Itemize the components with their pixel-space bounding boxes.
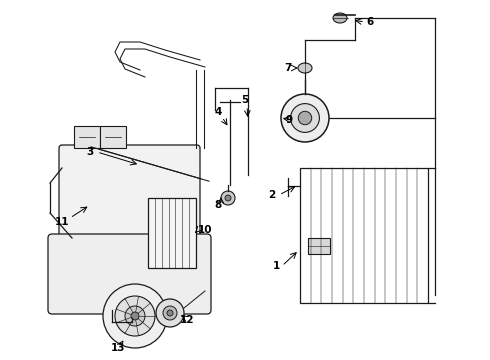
Bar	[148, 198, 196, 268]
Bar	[300, 168, 428, 303]
Text: 3: 3	[86, 147, 94, 157]
Bar	[308, 238, 330, 254]
Text: 7: 7	[284, 63, 292, 73]
Text: 11: 11	[55, 217, 69, 227]
Text: 2: 2	[269, 190, 275, 200]
Circle shape	[125, 306, 145, 326]
Circle shape	[221, 191, 235, 205]
Text: 9: 9	[286, 115, 293, 125]
Text: 6: 6	[367, 17, 374, 27]
Ellipse shape	[333, 13, 347, 23]
Text: 13: 13	[111, 343, 125, 353]
Text: 4: 4	[214, 107, 221, 117]
Bar	[74, 126, 100, 148]
Circle shape	[225, 195, 231, 201]
Text: 12: 12	[180, 315, 194, 325]
Circle shape	[103, 284, 167, 348]
Circle shape	[298, 111, 312, 125]
Text: 1: 1	[272, 261, 280, 271]
Circle shape	[281, 94, 329, 142]
Circle shape	[115, 296, 155, 336]
FancyBboxPatch shape	[59, 145, 200, 241]
Bar	[100, 126, 126, 148]
Text: 10: 10	[198, 225, 212, 235]
Ellipse shape	[298, 63, 312, 73]
Text: 5: 5	[242, 95, 248, 105]
Circle shape	[163, 306, 177, 320]
Circle shape	[131, 312, 139, 320]
Circle shape	[156, 299, 184, 327]
Circle shape	[291, 104, 319, 132]
FancyBboxPatch shape	[48, 234, 211, 314]
Text: 8: 8	[215, 200, 221, 210]
Circle shape	[167, 310, 173, 316]
Ellipse shape	[152, 164, 164, 172]
